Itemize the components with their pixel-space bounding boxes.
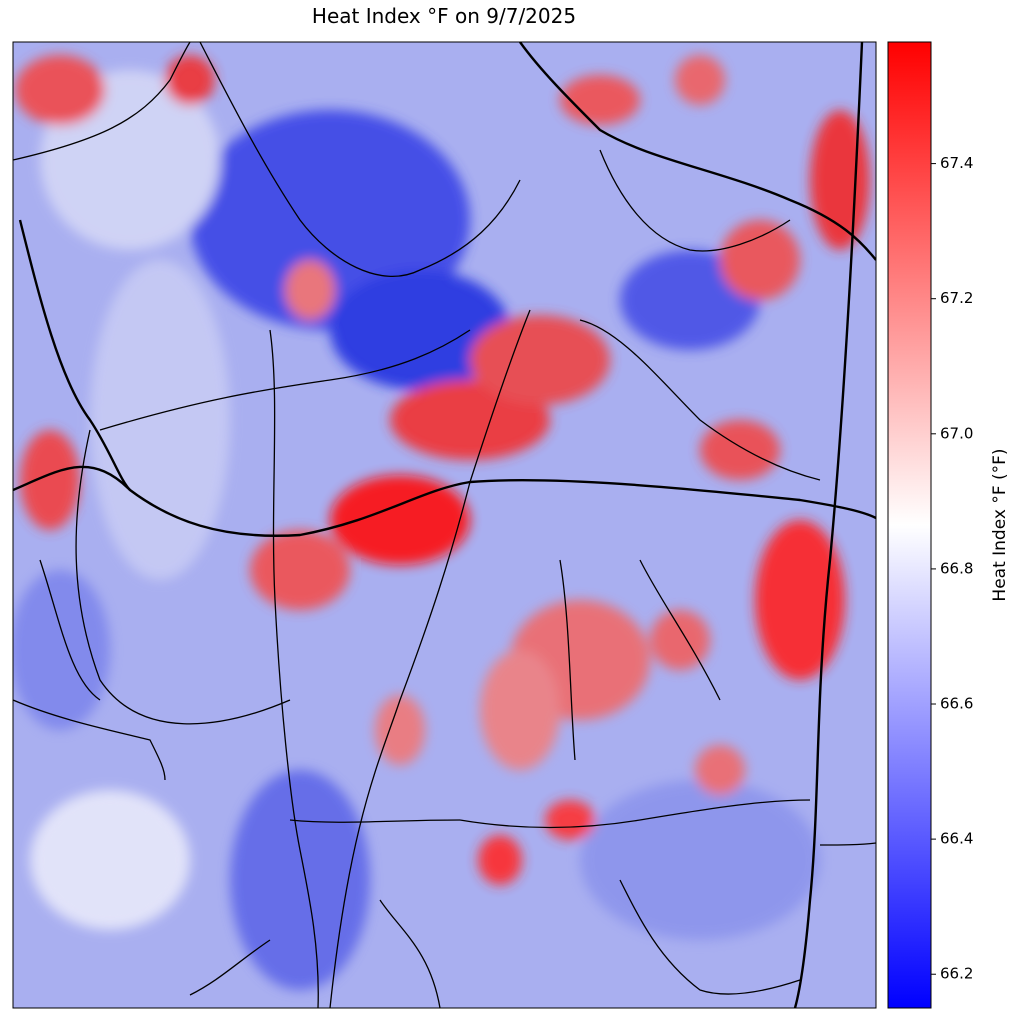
colorbar: 66.2 66.4 66.6 66.8 67.0 67.2 67.4: [887, 41, 973, 1009]
colorbar-tick-label: 66.6: [940, 695, 973, 713]
map-raster: [13, 42, 876, 1008]
colorbar-tick-label: 67.0: [940, 424, 973, 442]
colorbar-gradient: [888, 42, 931, 1008]
colorbar-tick-label: 67.2: [940, 289, 973, 307]
chart-title: Heat Index °F on 9/7/2025: [312, 4, 576, 28]
colorbar-tick-label: 67.4: [940, 154, 973, 172]
colorbar-tick-label: 66.2: [940, 965, 973, 983]
colorbar-frame: [887, 41, 932, 1009]
colorbar-label: Heat Index °F (°F): [990, 448, 1010, 601]
colorbar-tick-label: 66.4: [940, 830, 973, 848]
colorbar-tick-label: 66.8: [940, 559, 973, 577]
map-frame: [12, 41, 877, 1009]
